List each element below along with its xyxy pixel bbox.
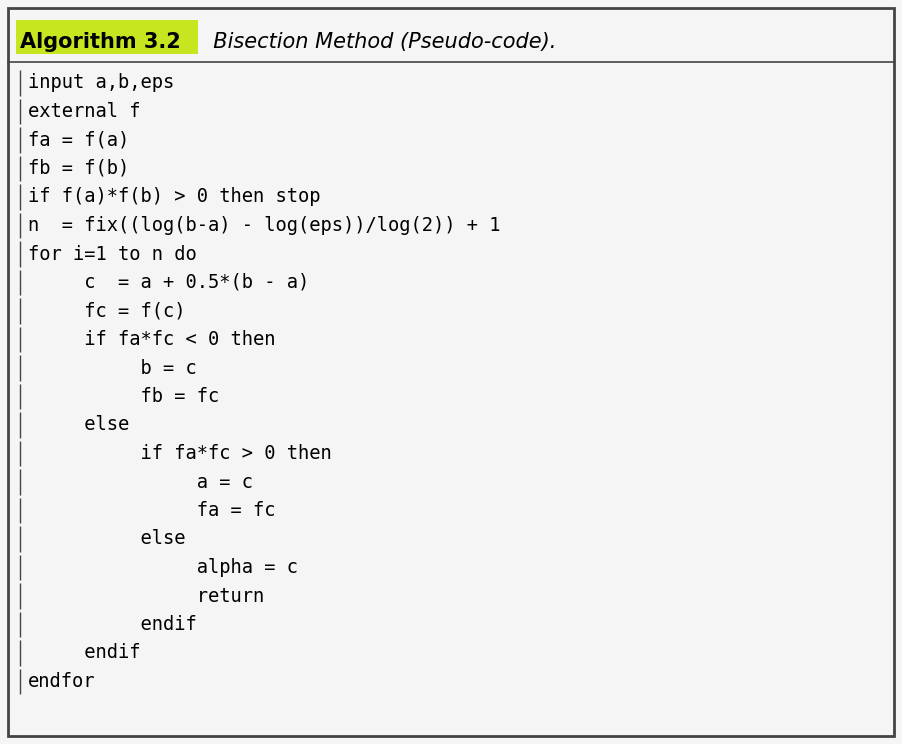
Text: fb = f(b): fb = f(b): [28, 159, 129, 178]
Text: c  = a + 0.5*(b - a): c = a + 0.5*(b - a): [28, 273, 309, 292]
Text: endfor: endfor: [28, 672, 96, 691]
Text: endif: endif: [28, 615, 197, 634]
Text: a = c: a = c: [28, 472, 253, 492]
Text: Algorithm 3.2: Algorithm 3.2: [20, 32, 180, 52]
Text: fb = fc: fb = fc: [28, 387, 219, 406]
Text: for i=1 to n do: for i=1 to n do: [28, 245, 197, 263]
FancyBboxPatch shape: [16, 20, 198, 54]
Text: if fa*fc > 0 then: if fa*fc > 0 then: [28, 444, 332, 463]
Text: b = c: b = c: [28, 359, 197, 377]
Text: return: return: [28, 586, 264, 606]
Text: if fa*fc < 0 then: if fa*fc < 0 then: [28, 330, 275, 349]
Text: Bisection Method (Pseudo-code).: Bisection Method (Pseudo-code).: [200, 32, 557, 52]
Text: external f: external f: [28, 102, 141, 121]
Text: if f(a)*f(b) > 0 then stop: if f(a)*f(b) > 0 then stop: [28, 187, 320, 207]
Text: n  = fix((log(b-a) - log(eps))/log(2)) + 1: n = fix((log(b-a) - log(eps))/log(2)) + …: [28, 216, 501, 235]
Text: alpha = c: alpha = c: [28, 558, 298, 577]
Text: fa = fc: fa = fc: [28, 501, 275, 520]
Text: fc = f(c): fc = f(c): [28, 301, 186, 321]
FancyBboxPatch shape: [8, 8, 894, 736]
Text: input a,b,eps: input a,b,eps: [28, 74, 174, 92]
Text: fa = f(a): fa = f(a): [28, 130, 129, 150]
Text: else: else: [28, 530, 186, 548]
Text: endif: endif: [28, 644, 141, 662]
Text: else: else: [28, 415, 129, 434]
